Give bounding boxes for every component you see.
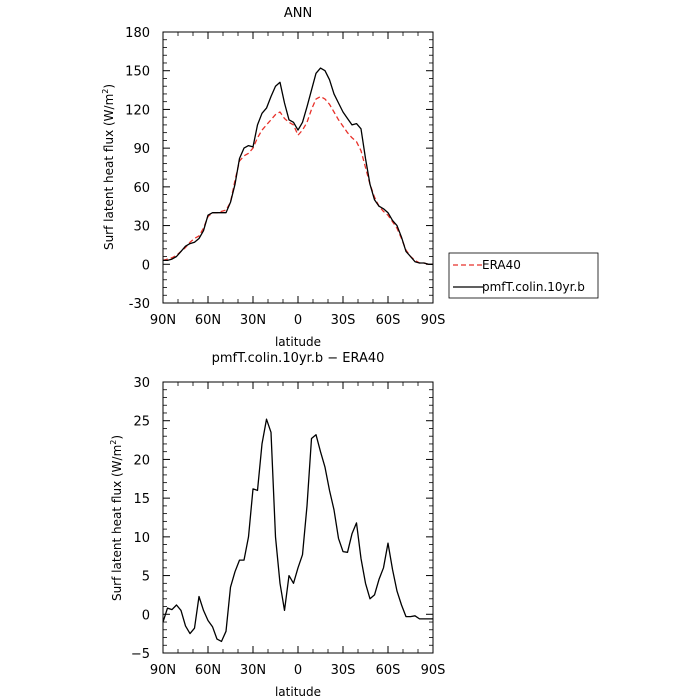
top-series-line-pmft-colin-10yr-b	[163, 67, 433, 265]
bottom-ticks: 90N 60N 30N 0 30S 60S 90S −5 0 5 10 15 20 25 30	[131, 376, 446, 678]
legend-box	[448, 252, 599, 299]
bottom-plot-frame	[162, 381, 434, 654]
top-y-tick-label: 90	[133, 142, 150, 157]
legend: ERA40 pmfT.colin.10yr.b	[448, 252, 599, 299]
top-ticks: 90N 60N 30N 0 30S 60S 90S -30 0 30 60 90 120 150 180	[125, 26, 445, 328]
bottom-x-tick-label: 90N	[150, 663, 176, 678]
legend-era40-label: ERA40	[482, 258, 521, 272]
top-y-tick-label: 30	[133, 220, 150, 235]
bottom-x-tick-label: 60S	[376, 663, 401, 678]
bottom-panel: pmfT.colin.10yr.b − ERA40 90N 60N 30N 0 30S 6…	[109, 351, 445, 699]
top-chart-title: ANN	[284, 6, 312, 21]
top-x-tick-label: 30N	[240, 313, 266, 328]
bottom-series-line-0	[162, 418, 433, 643]
top-y-tick-label: -30	[129, 297, 150, 312]
bottom-x-axis-label: latitude	[275, 685, 321, 699]
top-x-tick-label: 0	[294, 313, 302, 328]
top-x-tick-label: 90N	[150, 313, 176, 328]
top-y-tick-label: 120	[125, 103, 150, 118]
bottom-y-tick-label: 10	[133, 531, 150, 546]
bottom-y-tick-label: 0	[142, 608, 150, 623]
bottom-x-tick-label: 30S	[331, 663, 356, 678]
top-x-tick-label: 30S	[331, 313, 356, 328]
bottom-x-tick-label: 60N	[195, 663, 221, 678]
top-x-axis-label: latitude	[275, 335, 321, 349]
top-y-tick-label: 0	[142, 258, 150, 273]
bottom-x-tick-label: 90S	[421, 663, 446, 678]
bottom-series	[162, 418, 433, 643]
top-panel: ANN 90N 60N 30N 0 30S 60S 90S -30 0 30 60 90 120 150 1…	[101, 6, 445, 349]
top-y-tick-label: 180	[125, 26, 150, 41]
top-y-tick-label: 150	[125, 65, 150, 80]
top-x-tick-label: 60N	[195, 313, 221, 328]
top-y-tick-label: 60	[133, 181, 150, 196]
top-series	[162, 67, 433, 265]
bottom-y-tick-label: 25	[133, 415, 150, 430]
top-series-line-era40	[162, 95, 433, 265]
bottom-y-tick-label: 20	[133, 453, 150, 468]
legend-model-label: pmfT.colin.10yr.b	[482, 280, 585, 294]
bottom-chart-title: pmfT.colin.10yr.b − ERA40	[212, 351, 385, 366]
bottom-y-axis-label: Surf latent heat flux (W/m2)	[109, 435, 124, 601]
top-y-axis-label: Surf latent heat flux (W/m2)	[101, 84, 116, 250]
bottom-y-tick-label: 15	[133, 492, 150, 507]
bottom-y-tick-label: 30	[133, 376, 150, 391]
top-x-tick-label: 60S	[376, 313, 401, 328]
top-plot-frame	[162, 31, 434, 304]
bottom-x-tick-label: 30N	[240, 663, 266, 678]
bottom-y-tick-label: −5	[131, 647, 150, 662]
top-x-tick-label: 90S	[421, 313, 446, 328]
bottom-y-tick-label: 5	[142, 570, 150, 585]
bottom-x-tick-label: 0	[294, 663, 302, 678]
